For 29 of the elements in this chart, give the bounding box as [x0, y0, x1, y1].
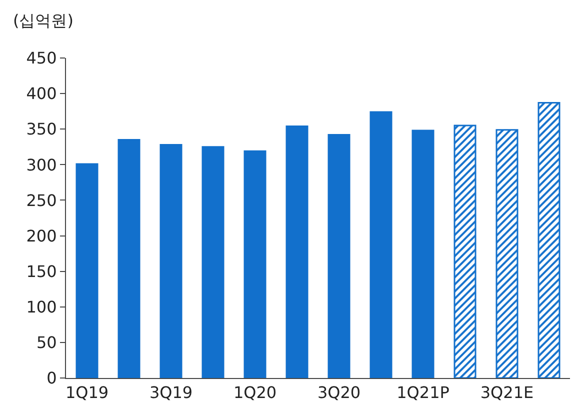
- y-tick-label: 250: [26, 190, 57, 210]
- bar: [454, 124, 476, 378]
- bar: [160, 144, 182, 378]
- bar: [244, 150, 266, 378]
- bar: [286, 126, 308, 378]
- y-tick-label: 150: [26, 262, 57, 281]
- bar: [76, 163, 98, 378]
- y-axis-title: (십억원): [13, 11, 74, 30]
- x-tick-label: 1Q19: [65, 383, 109, 402]
- x-tick-label: 3Q21E: [480, 383, 534, 402]
- y-tick-label: 450: [26, 48, 57, 68]
- x-tick-label: 3Q20: [317, 383, 361, 402]
- x-tick-label: 1Q21P: [396, 383, 450, 402]
- y-tick-label: 300: [26, 155, 57, 174]
- bar: [412, 130, 434, 378]
- bar: [202, 146, 224, 378]
- y-tick-label: 400: [26, 84, 57, 104]
- x-tick-label: 1Q20: [233, 383, 277, 402]
- y-tick-label: 200: [26, 226, 57, 246]
- bar: [496, 129, 518, 378]
- y-tick-label: 350: [26, 120, 57, 139]
- bar: [538, 102, 560, 378]
- bar: [370, 111, 392, 378]
- y-tick-label: 50: [36, 333, 57, 352]
- bar: [328, 134, 350, 378]
- bar: [118, 139, 140, 378]
- y-tick-label: 100: [26, 297, 57, 316]
- y-tick-label: 0: [46, 368, 57, 388]
- x-tick-label: 3Q19: [149, 383, 193, 402]
